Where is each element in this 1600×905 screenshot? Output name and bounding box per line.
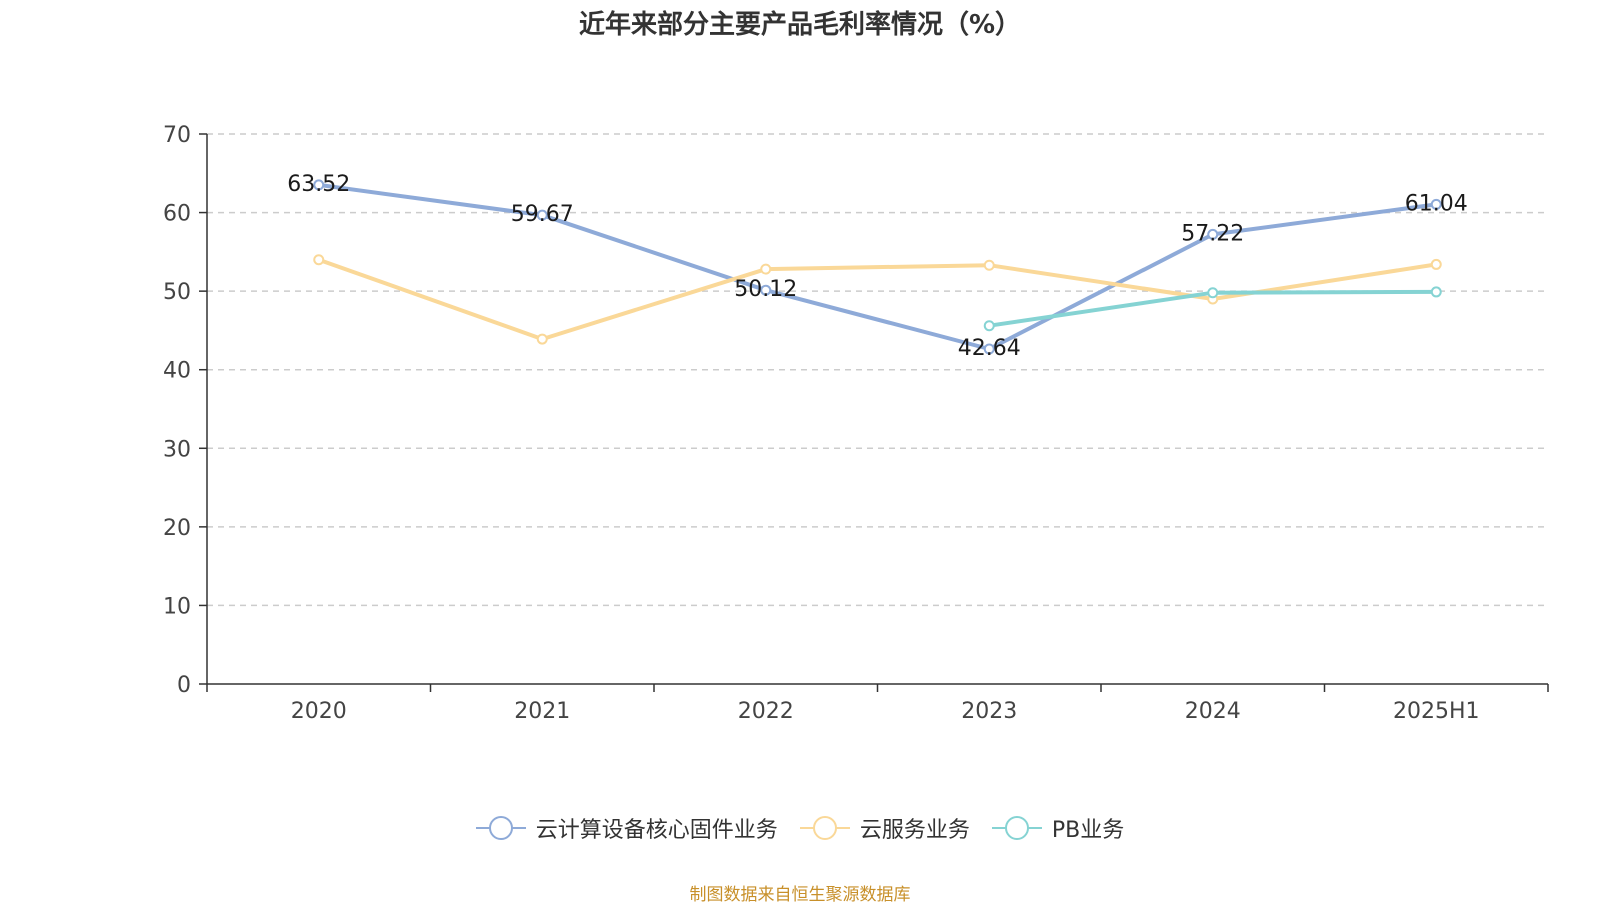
data-label: 63.52: [287, 172, 350, 197]
data-label: 57.22: [1181, 221, 1244, 246]
source-note: 制图数据来自恒生聚源数据库: [689, 885, 911, 905]
data-label: 50.12: [734, 277, 797, 302]
chart-title: 近年来部分主要产品毛利率情况（%）: [578, 10, 1022, 40]
legend-item[interactable]: PB业务: [991, 812, 1125, 844]
data-point: [1207, 228, 1219, 240]
legend-item[interactable]: 云服务业务: [799, 812, 970, 844]
legend-item[interactable]: 云计算设备核心固件业务: [475, 812, 778, 844]
legend-label: 云服务业务: [859, 818, 970, 843]
legend-label: PB业务: [1051, 818, 1125, 843]
series-layer: [313, 179, 1442, 355]
y-tick-label: 30: [163, 437, 191, 462]
y-tick-label: 70: [163, 123, 191, 148]
data-point: [1430, 258, 1442, 270]
y-tick-label: 40: [163, 359, 191, 384]
data-point: [313, 179, 325, 191]
data-label: 42.64: [958, 336, 1021, 361]
data-label-layer: 63.52 59.67 50.12 42.64 57.22 61.04: [287, 172, 1467, 361]
x-tick-label: 2023: [961, 699, 1017, 724]
x-tick-label: 2021: [514, 699, 570, 724]
data-point: [1207, 287, 1219, 299]
y-tick-label: 50: [163, 280, 191, 305]
data-label: 59.67: [511, 202, 574, 227]
y-tick-label: 20: [163, 516, 191, 541]
data-point: [1430, 286, 1442, 298]
legend-marker-icon: [991, 816, 1042, 840]
data-point: [313, 254, 325, 266]
series-line: [316, 257, 1439, 342]
data-point: [760, 263, 772, 275]
data-label: 61.04: [1405, 191, 1468, 216]
y-tick-label: 60: [163, 202, 191, 227]
series-line: [316, 182, 1439, 351]
legend-marker-icon: [799, 816, 850, 840]
y-tick-label: 0: [177, 673, 191, 698]
x-tick-label: 2024: [1185, 699, 1241, 724]
axis-layer: 0 10 20 30 40 50 60 70 2020 2021 2022 2023 2024 2025H…: [163, 123, 1549, 724]
legend-label: 云计算设备核心固件业务: [535, 818, 778, 843]
data-point: [1430, 198, 1442, 210]
legend: 云计算设备核心固件业务 云服务业务 PB业务: [0, 812, 1600, 844]
x-tick-label: 2025H1: [1393, 699, 1480, 724]
y-tick-label: 10: [163, 594, 191, 619]
x-tick-label: 2020: [291, 699, 347, 724]
data-point: [536, 333, 548, 345]
data-point: [760, 284, 772, 296]
legend-marker-icon: [475, 816, 526, 840]
data-point: [983, 320, 995, 332]
x-tick-label: 2022: [738, 699, 794, 724]
grid-layer: [207, 133, 1548, 607]
data-point: [983, 343, 995, 355]
data-point: [536, 209, 548, 221]
data-point: [983, 259, 995, 271]
